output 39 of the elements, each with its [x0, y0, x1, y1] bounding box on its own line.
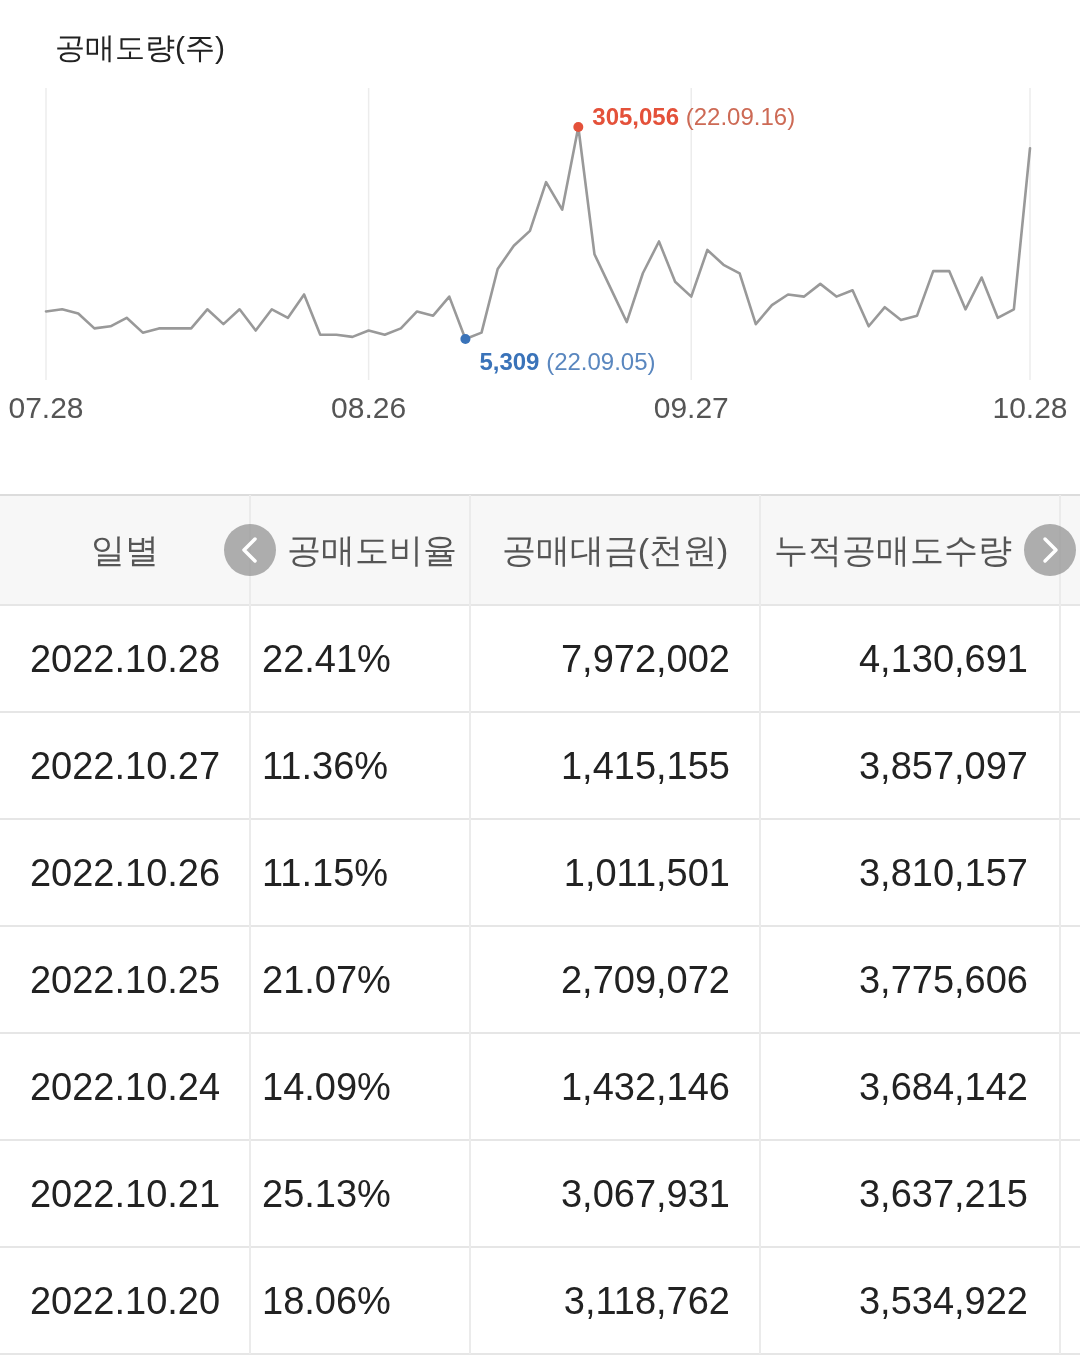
x-tick-label: 07.28	[8, 391, 84, 424]
text: 3,857,097	[858, 744, 1028, 787]
category-label: 공매도비율	[287, 531, 457, 569]
text: 25.13%	[262, 1172, 391, 1215]
category-label: 공매대금(천원)	[501, 531, 729, 569]
category-label: 일별	[91, 531, 159, 569]
text: 4,130,691	[858, 637, 1028, 680]
text: 22.41%	[262, 637, 391, 680]
text: 2022.10.21	[29, 1172, 221, 1215]
text: 3,637,215	[858, 1172, 1028, 1215]
x-tick-label: 10.28	[992, 391, 1068, 424]
text: 2022.10.28	[29, 637, 221, 680]
text: 2022.10.20	[29, 1279, 221, 1322]
text: 1,415,155	[560, 744, 730, 787]
text: 3,684,142	[858, 1065, 1028, 1108]
category-label: 누적공매도수량	[774, 531, 1012, 569]
text: 11.15%	[262, 851, 389, 894]
text: 11.36%	[262, 744, 389, 787]
text: 3,067,931	[560, 1172, 730, 1215]
text: 2022.10.26	[29, 851, 221, 894]
text: 3,534,922	[858, 1279, 1028, 1322]
text: 3,810,157	[858, 851, 1028, 894]
text: 1,432,146	[560, 1065, 730, 1108]
x-tick-label: 09.27	[653, 391, 729, 424]
text: 18.06%	[262, 1279, 391, 1322]
text: 2022.10.27	[29, 744, 221, 787]
text: 5,309 (22.09.05)	[479, 348, 656, 375]
text: 2022.10.25	[29, 958, 221, 1001]
annotation: 305,056 (22.09.16)	[592, 103, 796, 130]
text: 7,972,002	[560, 637, 730, 680]
x-tick-label: 08.26	[331, 391, 407, 424]
text: 3,118,762	[563, 1279, 730, 1322]
text: 21.07%	[262, 958, 391, 1001]
text: 3,775,606	[858, 958, 1028, 1001]
text: 2,709,072	[560, 958, 730, 1001]
text: 14.09%	[262, 1065, 391, 1108]
text: 2022.10.24	[29, 1065, 221, 1108]
text: 1,011,501	[563, 851, 730, 894]
chart-title: 공매도량(주)	[55, 31, 225, 64]
